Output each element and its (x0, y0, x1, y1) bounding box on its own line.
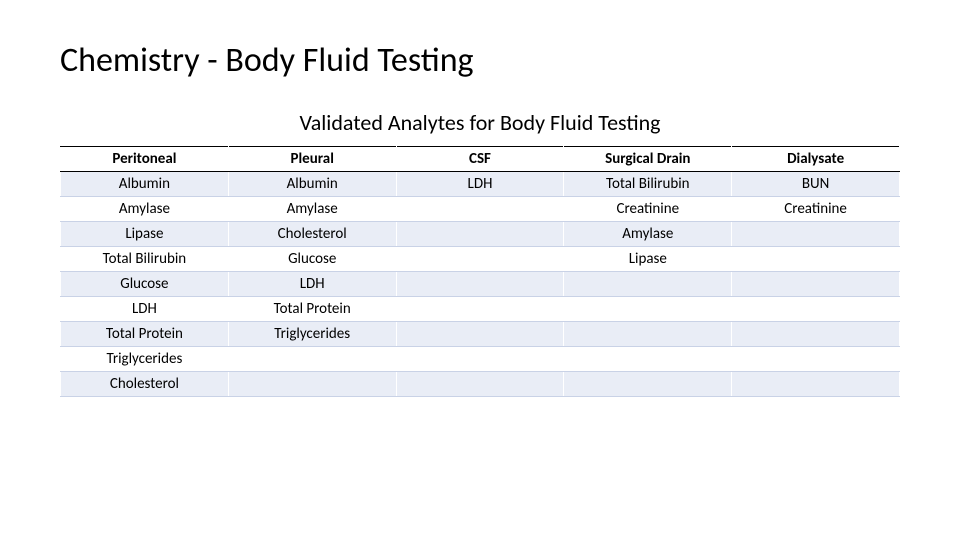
page-title: Chemistry - Body Fluid Testing (60, 40, 900, 81)
table-cell (228, 347, 396, 372)
table-cell (396, 347, 564, 372)
table-cell: Amylase (228, 197, 396, 222)
table-row: Cholesterol (61, 372, 900, 397)
col-header: Pleural (228, 147, 396, 172)
table-row: Total Bilirubin Glucose Lipase (61, 247, 900, 272)
table-cell: Glucose (61, 272, 229, 297)
table-cell: LDH (228, 272, 396, 297)
table-cell: LDH (61, 297, 229, 322)
table-caption: Validated Analytes for Body Fluid Testin… (60, 109, 900, 136)
col-header: CSF (396, 147, 564, 172)
col-header: Surgical Drain (564, 147, 732, 172)
slide: Chemistry - Body Fluid Testing Validated… (0, 0, 960, 540)
table-cell: Glucose (228, 247, 396, 272)
table-header-row: Peritoneal Pleural CSF Surgical Drain Di… (61, 147, 900, 172)
table-row: LDH Total Protein (61, 297, 900, 322)
table-cell: BUN (732, 172, 900, 197)
table-cell (732, 347, 900, 372)
table-cell (732, 372, 900, 397)
table-cell (396, 372, 564, 397)
table-cell (396, 222, 564, 247)
table-cell (732, 222, 900, 247)
table-cell: Amylase (564, 222, 732, 247)
table-row: Lipase Cholesterol Amylase (61, 222, 900, 247)
table-cell: Creatinine (732, 197, 900, 222)
table-row: Triglycerides (61, 347, 900, 372)
table-cell (396, 272, 564, 297)
table-row: Amylase Amylase Creatinine Creatinine (61, 197, 900, 222)
table-cell: Total Bilirubin (61, 247, 229, 272)
table-row: Albumin Albumin LDH Total Bilirubin BUN (61, 172, 900, 197)
col-header: Peritoneal (61, 147, 229, 172)
table-cell: Creatinine (564, 197, 732, 222)
table-cell: Lipase (564, 247, 732, 272)
table-cell (228, 372, 396, 397)
col-header: Dialysate (732, 147, 900, 172)
table-cell (732, 322, 900, 347)
table-cell: Total Bilirubin (564, 172, 732, 197)
table-cell (564, 322, 732, 347)
table-cell: LDH (396, 172, 564, 197)
table-cell: Albumin (61, 172, 229, 197)
table-row: Total Protein Triglycerides (61, 322, 900, 347)
table-cell (732, 272, 900, 297)
table-cell: Amylase (61, 197, 229, 222)
table-cell (396, 297, 564, 322)
table-cell: Cholesterol (61, 372, 229, 397)
table-cell (564, 272, 732, 297)
table-cell: Total Protein (228, 297, 396, 322)
table-cell: Cholesterol (228, 222, 396, 247)
table-cell (564, 372, 732, 397)
table-cell (564, 347, 732, 372)
table-cell (732, 297, 900, 322)
table-cell: Total Protein (61, 322, 229, 347)
table-cell (396, 322, 564, 347)
table-cell (396, 247, 564, 272)
analytes-table: Peritoneal Pleural CSF Surgical Drain Di… (60, 146, 900, 397)
table-cell: Triglycerides (228, 322, 396, 347)
table-cell: Lipase (61, 222, 229, 247)
table-cell: Albumin (228, 172, 396, 197)
table-cell: Triglycerides (61, 347, 229, 372)
table-cell (564, 297, 732, 322)
table-row: Glucose LDH (61, 272, 900, 297)
table-cell (396, 197, 564, 222)
table-cell (732, 247, 900, 272)
